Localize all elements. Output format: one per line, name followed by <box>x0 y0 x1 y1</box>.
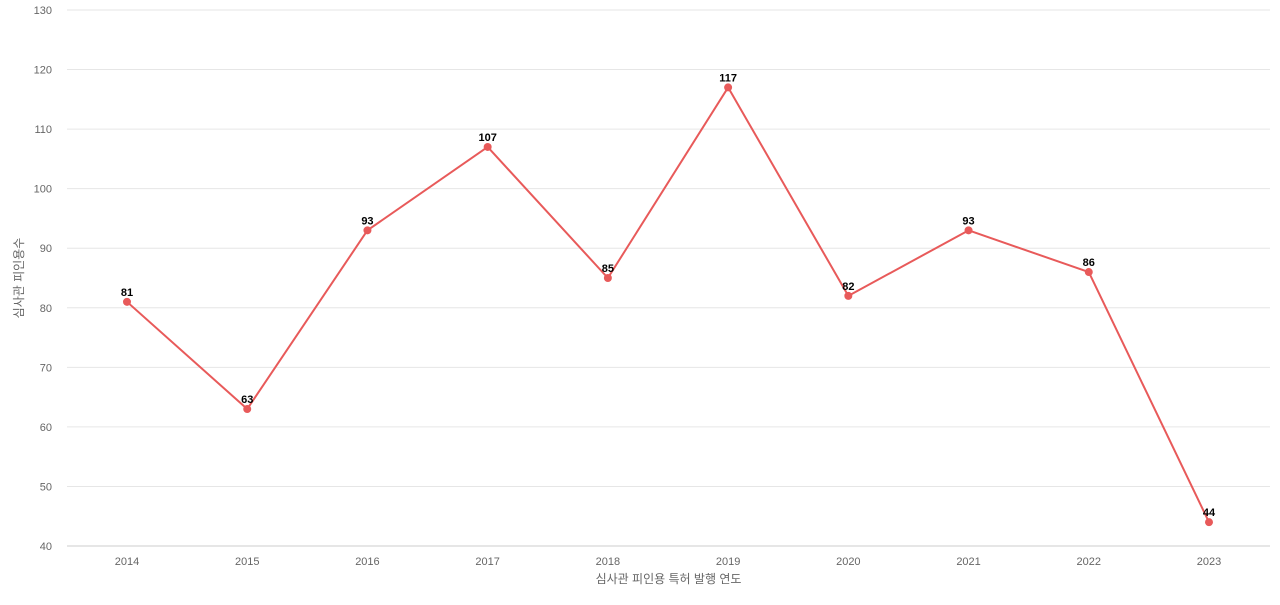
y-tick-label: 60 <box>40 422 52 434</box>
x-tick-label: 2020 <box>836 556 860 568</box>
grid-lines <box>67 9 1270 547</box>
y-tick-label: 100 <box>34 184 52 196</box>
x-tick-label: 2023 <box>1197 556 1221 568</box>
data-point <box>483 142 492 151</box>
y-tick-label: 80 <box>40 303 52 315</box>
y-tick-label: 70 <box>40 362 52 374</box>
y-tick-label: 50 <box>40 481 52 493</box>
y-tick-label: 90 <box>40 243 52 255</box>
data-label: 93 <box>962 215 974 227</box>
x-tick-label: 2022 <box>1077 556 1101 568</box>
data-point <box>1205 518 1213 527</box>
y-tick-label: 130 <box>34 5 52 17</box>
data-label: 86 <box>1083 257 1095 269</box>
x-tick-label: 2016 <box>355 556 379 568</box>
data-point <box>363 226 372 235</box>
y-axis-title: 심사관 피인용수 <box>12 238 26 319</box>
data-point <box>243 405 252 414</box>
x-tick-label: 2017 <box>475 556 499 568</box>
y-tick-label: 40 <box>40 541 52 553</box>
series-line <box>126 86 1210 523</box>
data-point <box>964 226 973 235</box>
y-tick-label: 110 <box>34 124 52 136</box>
data-label: 81 <box>121 287 133 299</box>
data-labels-layer: 81 63 93 107 85 117 82 93 86 44 <box>121 72 1216 519</box>
data-point <box>844 291 853 300</box>
data-label: 63 <box>241 394 253 406</box>
data-point <box>123 297 131 306</box>
x-tick-label: 2014 <box>115 556 139 568</box>
y-tick-label: 120 <box>34 65 52 77</box>
data-label: 82 <box>842 281 854 293</box>
x-axis-title: 심사관 피인용 특허 발행 연도 <box>596 571 742 586</box>
y-axis-ticks: 40 50 60 70 80 90 100 110 120 130 <box>34 5 52 553</box>
data-label: 107 <box>478 132 496 144</box>
x-axis-ticks: 2014 2015 2016 2017 2018 2019 2020 2021 2022 2023 <box>115 556 1221 568</box>
data-point <box>603 274 612 282</box>
x-tick-label: 2018 <box>596 556 620 568</box>
x-tick-label: 2019 <box>716 556 740 568</box>
x-tick-label: 2015 <box>235 556 259 568</box>
data-label: 117 <box>719 72 737 84</box>
data-point <box>1084 268 1093 277</box>
data-label: 85 <box>602 263 614 275</box>
data-label: 93 <box>361 215 373 227</box>
points-layer <box>123 83 1213 527</box>
x-tick-label: 2021 <box>956 556 980 568</box>
series-layer <box>126 86 1210 523</box>
data-point <box>724 83 733 92</box>
data-label: 44 <box>1203 507 1216 519</box>
